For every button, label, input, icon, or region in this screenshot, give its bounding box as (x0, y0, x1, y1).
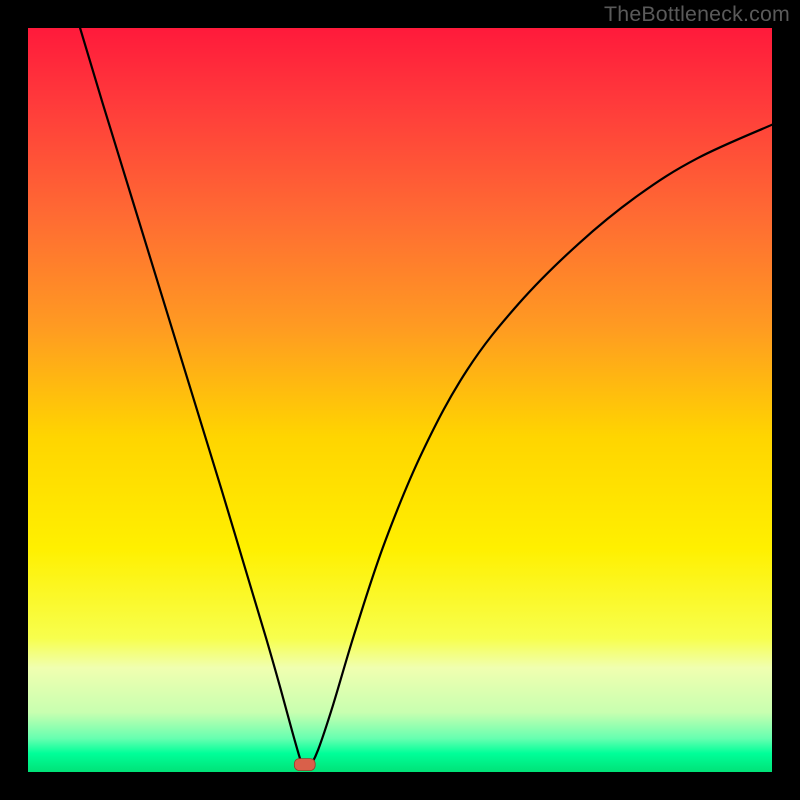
watermark-text: TheBottleneck.com (604, 2, 790, 27)
curve-layer (28, 28, 772, 772)
minimum-marker (294, 759, 315, 771)
plot-area (28, 28, 772, 772)
bottleneck-curve-right (309, 125, 772, 769)
chart-frame: TheBottleneck.com (0, 0, 800, 800)
bottleneck-curve-left (80, 28, 303, 768)
